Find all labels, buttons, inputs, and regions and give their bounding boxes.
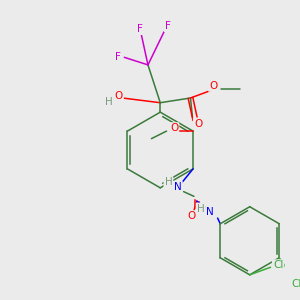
Text: N: N [174,182,182,192]
Text: O: O [187,211,195,221]
Text: Cl: Cl [291,279,300,289]
Text: H: H [164,177,172,187]
Text: F: F [136,24,142,34]
Text: O: O [115,91,123,101]
Text: Cl: Cl [273,260,283,270]
Text: O: O [194,118,202,128]
Text: F: F [165,21,171,31]
Text: N: N [206,207,214,218]
Text: H: H [105,97,113,107]
Text: H: H [197,204,204,214]
Text: F: F [115,52,121,62]
Text: O: O [209,81,217,91]
Text: O: O [170,123,178,133]
